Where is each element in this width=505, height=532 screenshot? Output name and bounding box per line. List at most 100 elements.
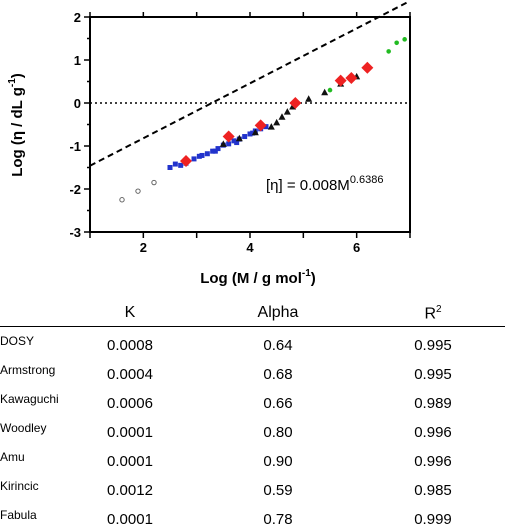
data-point xyxy=(402,37,407,42)
data-point xyxy=(278,113,286,120)
fit-line xyxy=(89,0,411,167)
data-point xyxy=(204,151,210,157)
row-k: 0.0001 xyxy=(107,453,153,470)
data-point xyxy=(394,40,399,46)
table-row: Kawaguchi 0.0006 0.66 0.989 xyxy=(0,390,505,414)
y-axis-title-main: Log (η / dL g xyxy=(9,87,26,177)
data-point xyxy=(321,88,329,96)
data-point xyxy=(191,156,197,162)
table-row: Fabula 0.0001 0.78 0.999 xyxy=(0,506,505,530)
chart: 2 4 6 -3 -2 -1 0 1 2 [η] = 0.008M0.6386 Log (M /… xyxy=(7,0,411,287)
data-point xyxy=(199,152,205,158)
plot-border xyxy=(89,16,411,233)
table-row: Woodley 0.0001 0.80 0.996 xyxy=(0,419,505,443)
row-name: Woodley xyxy=(0,421,47,435)
row-k: 0.0004 xyxy=(107,366,153,383)
row-k: 0.0012 xyxy=(107,482,153,499)
data-point xyxy=(215,146,221,152)
row-r2: 0.995 xyxy=(414,337,452,354)
row-k: 0.0001 xyxy=(107,511,153,528)
header-r2-sup: 2 xyxy=(436,304,442,315)
y-tick-label: -3 xyxy=(69,225,81,240)
fit-line-path xyxy=(89,0,411,167)
x-axis-title-main: Log (M / g mol xyxy=(200,270,302,287)
y-tick-label: -2 xyxy=(69,182,81,197)
data-point xyxy=(386,49,391,54)
x-axis-title: Log (M / g mol-1) xyxy=(200,268,316,287)
data-point xyxy=(242,134,248,140)
y-tick-label: 1 xyxy=(74,53,81,68)
table-row: DOSY 0.0008 0.64 0.995 xyxy=(0,332,505,356)
row-alpha: 0.78 xyxy=(263,511,293,528)
row-name: Fabula xyxy=(0,508,37,522)
row-alpha: 0.66 xyxy=(263,395,293,412)
row-r2: 0.999 xyxy=(414,511,452,528)
row-alpha: 0.64 xyxy=(263,337,293,354)
data-point xyxy=(250,130,256,136)
x-axis-title-sup: -1 xyxy=(302,268,311,279)
data-point xyxy=(151,179,157,186)
y-axis-title: Log (η / dL g-1) xyxy=(7,73,26,177)
row-k: 0.0001 xyxy=(107,424,153,441)
table-row: Kirincic 0.0012 0.59 0.985 xyxy=(0,477,505,501)
x-tick-label: 2 xyxy=(140,240,147,255)
header-divider xyxy=(0,326,505,327)
row-r2: 0.995 xyxy=(414,366,452,383)
row-alpha: 0.90 xyxy=(263,453,293,470)
row-name: Kawaguchi xyxy=(0,392,59,406)
row-name: DOSY xyxy=(0,334,35,348)
table-header-row: K Alpha R2 xyxy=(0,300,505,324)
data-point xyxy=(289,97,302,109)
table-row: Armstrong 0.0004 0.68 0.995 xyxy=(0,361,505,385)
data-point xyxy=(180,155,192,168)
data-point xyxy=(212,148,218,154)
data-point xyxy=(172,161,178,167)
data-point xyxy=(235,134,243,142)
row-alpha: 0.68 xyxy=(263,366,293,383)
y-tick-label: 2 xyxy=(74,10,81,25)
fit-equation: [η] = 0.008M0.6386 xyxy=(266,174,383,194)
row-r2: 0.985 xyxy=(414,482,452,499)
x-axis-title-end: ) xyxy=(311,270,316,287)
row-r2: 0.996 xyxy=(414,424,452,441)
data-point xyxy=(234,140,240,146)
data-point xyxy=(135,188,141,194)
header-alpha: Alpha xyxy=(257,304,299,321)
data-point xyxy=(305,95,313,102)
data-points xyxy=(119,37,407,203)
data-point xyxy=(196,153,202,159)
data-point xyxy=(327,87,333,93)
data-point xyxy=(263,124,269,130)
table-row: Amu 0.0001 0.90 0.996 xyxy=(0,448,505,472)
fit-equation-main: [η] = 0.008M xyxy=(266,177,350,194)
x-tick-label: 6 xyxy=(353,240,360,255)
data-point xyxy=(226,141,232,147)
data-point xyxy=(273,118,281,126)
row-alpha: 0.80 xyxy=(263,424,293,441)
data-point xyxy=(219,140,227,147)
data-point xyxy=(247,131,253,137)
row-name: Kirincic xyxy=(0,479,39,493)
data-point xyxy=(167,165,173,170)
data-point xyxy=(361,61,374,74)
row-name: Amu xyxy=(0,450,25,464)
row-alpha: 0.59 xyxy=(263,482,293,499)
header-r2-main: R xyxy=(424,305,436,323)
data-point xyxy=(267,123,275,130)
row-k: 0.0006 xyxy=(107,395,153,412)
data-point xyxy=(210,148,216,154)
x-tick-label: 4 xyxy=(246,240,254,255)
data-point xyxy=(119,197,125,203)
data-point xyxy=(222,130,235,143)
fit-equation-exponent: 0.6386 xyxy=(350,174,384,186)
y-axis-title-end: ) xyxy=(9,73,26,78)
plot-frame xyxy=(89,16,411,233)
row-k: 0.0008 xyxy=(107,337,153,354)
data-point xyxy=(254,119,267,132)
y-tick-label: 0 xyxy=(74,96,81,111)
data-point xyxy=(231,138,237,144)
y-tick-label: -1 xyxy=(69,139,81,154)
data-point xyxy=(178,162,184,168)
header-r2: R2 xyxy=(378,304,488,323)
header-k: K xyxy=(124,304,136,321)
